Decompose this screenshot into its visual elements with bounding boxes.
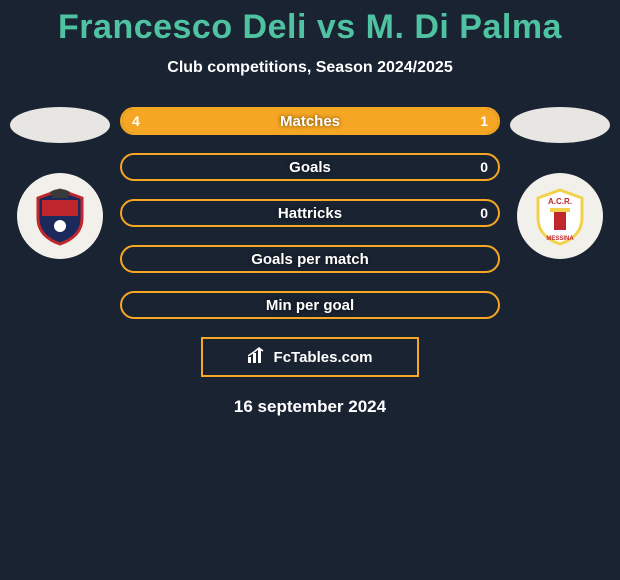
player-right-avatar <box>510 107 610 143</box>
player-right-column: A.C.R. MESSINA <box>506 107 614 259</box>
stat-bar: Goals0 <box>120 153 500 181</box>
club-badge-right: A.C.R. MESSINA <box>517 173 603 259</box>
page-subtitle: Club competitions, Season 2024/2025 <box>0 59 620 77</box>
stat-bar: Hattricks0 <box>120 199 500 227</box>
comparison-row: Matches41Goals0Hattricks0Goals per match… <box>0 107 620 319</box>
shield-icon: A.C.R. MESSINA <box>530 186 590 246</box>
brand-text: FcTables.com <box>274 349 373 366</box>
stat-label: Goals per match <box>122 247 498 271</box>
shield-icon <box>30 186 90 246</box>
stat-value-left: 4 <box>132 109 140 133</box>
stat-bar: Min per goal <box>120 291 500 319</box>
player-left-column <box>6 107 114 259</box>
chart-bar-icon <box>248 347 268 368</box>
stat-label: Matches <box>122 109 498 133</box>
infographic-root: Francesco Deli vs M. Di Palma Club compe… <box>0 0 620 417</box>
stat-value-right: 0 <box>480 155 488 179</box>
stat-value-right: 1 <box>480 109 488 133</box>
page-title: Francesco Deli vs M. Di Palma <box>0 8 620 47</box>
stat-bar: Goals per match <box>120 245 500 273</box>
svg-text:A.C.R.: A.C.R. <box>548 197 572 206</box>
stat-label: Min per goal <box>122 293 498 317</box>
stat-bar: Matches4 1 <box>120 107 500 135</box>
stat-label: Goals <box>122 155 498 179</box>
svg-text:MESSINA: MESSINA <box>546 236 574 242</box>
club-badge-left <box>17 173 103 259</box>
brand-box[interactable]: FcTables.com <box>201 337 419 377</box>
stat-bars: Matches41Goals0Hattricks0Goals per match… <box>114 107 506 319</box>
date-label: 16 september 2024 <box>0 397 620 417</box>
player-left-avatar <box>10 107 110 143</box>
stat-value-right: 0 <box>480 201 488 225</box>
stat-label: Hattricks <box>122 201 498 225</box>
